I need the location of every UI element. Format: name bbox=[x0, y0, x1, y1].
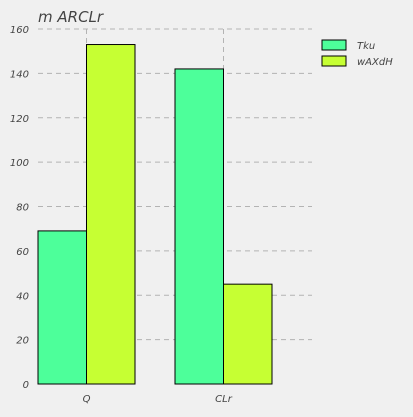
legend-label: wAXdH bbox=[357, 57, 393, 68]
bars bbox=[37, 44, 273, 385]
y-tick-label: 20 bbox=[16, 336, 29, 347]
legend: Tku wAXdH bbox=[321, 39, 393, 68]
y-tick-label: 160 bbox=[10, 25, 29, 36]
chart-title: m ARCLr bbox=[38, 8, 104, 26]
y-tick-label: 0 bbox=[23, 380, 29, 391]
legend-swatch bbox=[321, 39, 347, 51]
x-tick-label: Q bbox=[83, 394, 91, 405]
legend-label: Tku bbox=[357, 41, 375, 52]
y-tick-label: 40 bbox=[16, 291, 29, 302]
y-tick-label: 60 bbox=[16, 247, 29, 258]
x-tick-label: CLr bbox=[215, 394, 233, 405]
y-tick-label: 140 bbox=[10, 69, 29, 80]
y-tick-label: 120 bbox=[10, 114, 29, 125]
axes: 0 20 40 60 80 100 120 140 160 Q CLr bbox=[10, 25, 233, 405]
bar-wAXdH-CLr bbox=[223, 283, 273, 385]
y-tick-label: 80 bbox=[16, 203, 29, 214]
bar-Tku-Q bbox=[37, 230, 87, 385]
legend-swatch bbox=[321, 55, 347, 67]
bar-Tku-CLr bbox=[174, 68, 224, 385]
y-tick-label: 100 bbox=[10, 158, 29, 169]
bar-wAXdH-Q bbox=[86, 44, 136, 385]
